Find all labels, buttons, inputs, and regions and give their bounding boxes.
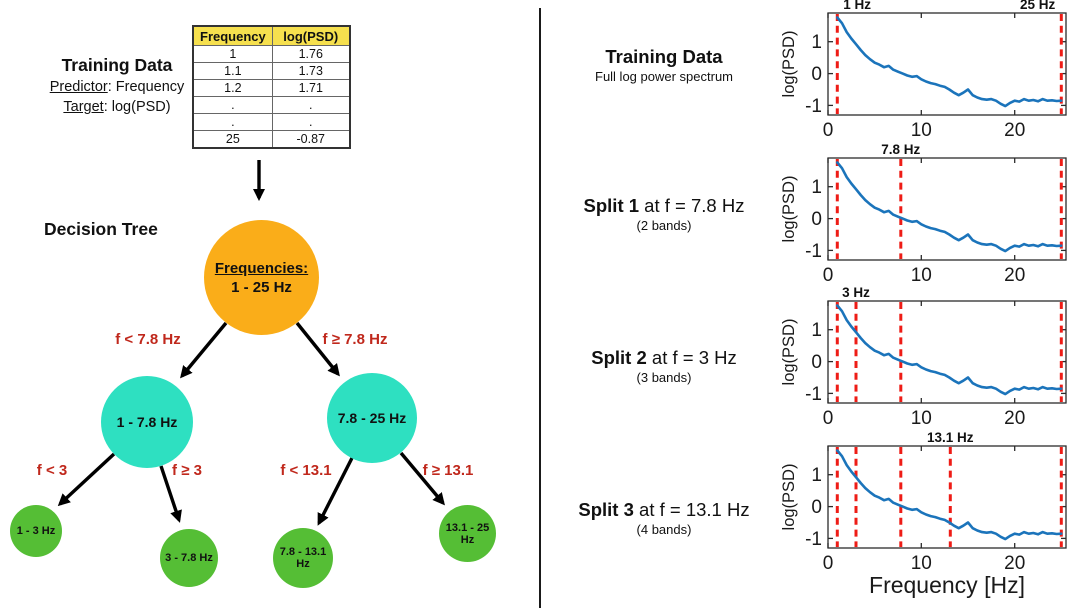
spectrum-curve	[835, 304, 1063, 396]
target-line: Target: log(PSD)	[63, 99, 171, 115]
edge-label-f-lt-3: f < 3	[36, 462, 68, 479]
tree-leaf-1-3: 1 - 3 Hz	[10, 505, 62, 557]
y-tick-label: 0	[811, 497, 822, 518]
split-annotation: 13.1 Hz	[927, 430, 974, 445]
decision-tree-title: Decision Tree	[44, 219, 158, 239]
row-label-training-data: Training Data Full log power spectrum	[545, 46, 783, 86]
y-tick-label: -1	[805, 529, 822, 550]
y-tick-label: 0	[811, 209, 822, 230]
edge-label-f-lt-7.8: f < 7.8 Hz	[115, 331, 181, 348]
split-annotation: 3 Hz	[842, 285, 870, 300]
training-data-title: Training Data	[61, 55, 173, 75]
x-tick-label: 0	[823, 408, 834, 429]
x-tick-label: 10	[911, 408, 932, 429]
x-tick-label: 0	[823, 265, 834, 286]
plot-box	[827, 157, 1067, 261]
y-axis-label: log(PSD)	[780, 176, 798, 243]
tree-root-node: Frequencies: 1 - 25 Hz	[204, 220, 319, 335]
row-label-split-3: Split 3 at f = 13.1 Hz (4 bands)	[545, 499, 783, 539]
split-annotation: 25 Hz	[1020, 0, 1056, 12]
x-axis-label: Frequency [Hz]	[869, 572, 1025, 598]
table-header-row: Frequency log(PSD)	[192, 25, 351, 46]
y-tick-label: 0	[811, 64, 822, 85]
table-row: ..	[192, 96, 351, 114]
y-tick-label: 1	[811, 465, 822, 486]
spectrum-plot-split-2: 0 10 20 1 0 -1 3 Hz log(PSD)	[780, 285, 1077, 435]
training-data-table: Frequency log(PSD) 1 1.76 1.1 1.73 1.2 1.71…	[192, 25, 351, 149]
edge-label-f-ge-3: f ≥ 3	[172, 462, 202, 479]
table-row: 1 1.76	[192, 45, 351, 63]
root-node-label-line1: Frequencies:	[214, 259, 309, 277]
split-annotation: 7.8 Hz	[881, 142, 920, 157]
tree-node-7.8-25: 7.8 - 25 Hz	[327, 373, 417, 463]
tree-leaf-13.1-25: 13.1 - 25 Hz	[439, 505, 496, 562]
y-tick-label: 1	[811, 32, 822, 53]
y-tick-label: 1	[811, 320, 822, 341]
x-tick-label: 0	[823, 120, 834, 141]
y-axis-label: log(PSD)	[780, 464, 798, 531]
x-tick-label: 20	[1004, 408, 1025, 429]
split-annotation: 1 Hz	[843, 0, 871, 12]
y-tick-label: 0	[811, 352, 822, 373]
x-tick-label: 10	[911, 553, 932, 574]
row-label-split-2: Split 2 at f = 3 Hz (3 bands)	[545, 347, 783, 387]
x-tick-label: 10	[911, 120, 932, 141]
plot-box	[827, 12, 1067, 116]
spectrum-curve	[835, 449, 1063, 541]
x-tick-label: 20	[1004, 265, 1025, 286]
table-header-frequency: Frequency	[192, 25, 273, 46]
tree-leaf-3-7.8: 3 - 7.8 Hz	[160, 529, 218, 587]
x-tick-label: 0	[823, 553, 834, 574]
edge-label-f-ge-7.8: f ≥ 7.8 Hz	[322, 331, 388, 348]
panel-divider	[539, 8, 541, 608]
table-row: 1.1 1.73	[192, 62, 351, 80]
table-header-logpsd: log(PSD)	[271, 25, 351, 46]
spectrum-plot-training: 0 10 20 1 0 -1 1 Hz 25 Hz log(PSD)	[780, 0, 1077, 147]
y-tick-label: -1	[805, 241, 822, 262]
tree-leaf-7.8-13.1: 7.8 - 13.1 Hz	[273, 528, 333, 588]
y-tick-label: 1	[811, 177, 822, 198]
row-subtitle: (2 bands)	[636, 218, 692, 233]
table-row: 1.2 1.71	[192, 79, 351, 97]
root-node-label-line2: 1 - 25 Hz	[231, 278, 292, 296]
row-subtitle: Full log power spectrum	[595, 69, 733, 84]
edge-label-f-ge-13.1: f ≥ 13.1	[422, 462, 474, 479]
y-axis-label: log(PSD)	[780, 31, 798, 98]
row-subtitle: (4 bands)	[636, 522, 692, 537]
spectrum-plot-split-1: 0 10 20 1 0 -1 7.8 Hz log(PSD)	[780, 142, 1077, 292]
y-tick-label: -1	[805, 384, 822, 405]
edge-label-f-lt-13.1: f < 13.1	[280, 462, 332, 479]
plot-box	[827, 445, 1067, 549]
table-row: ..	[192, 113, 351, 131]
spectrum-plot-split-3: 0 10 20 1 0 -1 13.1 Hz log(PSD)	[780, 430, 1077, 580]
y-tick-label: -1	[805, 96, 822, 117]
plot-box	[827, 300, 1067, 404]
predictor-line: Predictor: Frequency	[49, 79, 185, 95]
spectrum-curve	[835, 161, 1063, 253]
spectrum-curve	[835, 16, 1063, 108]
y-axis-label: log(PSD)	[780, 319, 798, 386]
x-tick-label: 20	[1004, 120, 1025, 141]
row-label-split-1: Split 1 at f = 7.8 Hz (2 bands)	[545, 195, 783, 235]
row-subtitle: (3 bands)	[636, 370, 692, 385]
x-tick-label: 20	[1004, 553, 1025, 574]
table-row: 25 -0.87	[192, 130, 351, 149]
tree-node-1-7.8: 1 - 7.8 Hz	[101, 376, 193, 468]
training-data-block: Training Data Predictor: Frequency Targe…	[27, 55, 207, 117]
x-tick-label: 10	[911, 265, 932, 286]
